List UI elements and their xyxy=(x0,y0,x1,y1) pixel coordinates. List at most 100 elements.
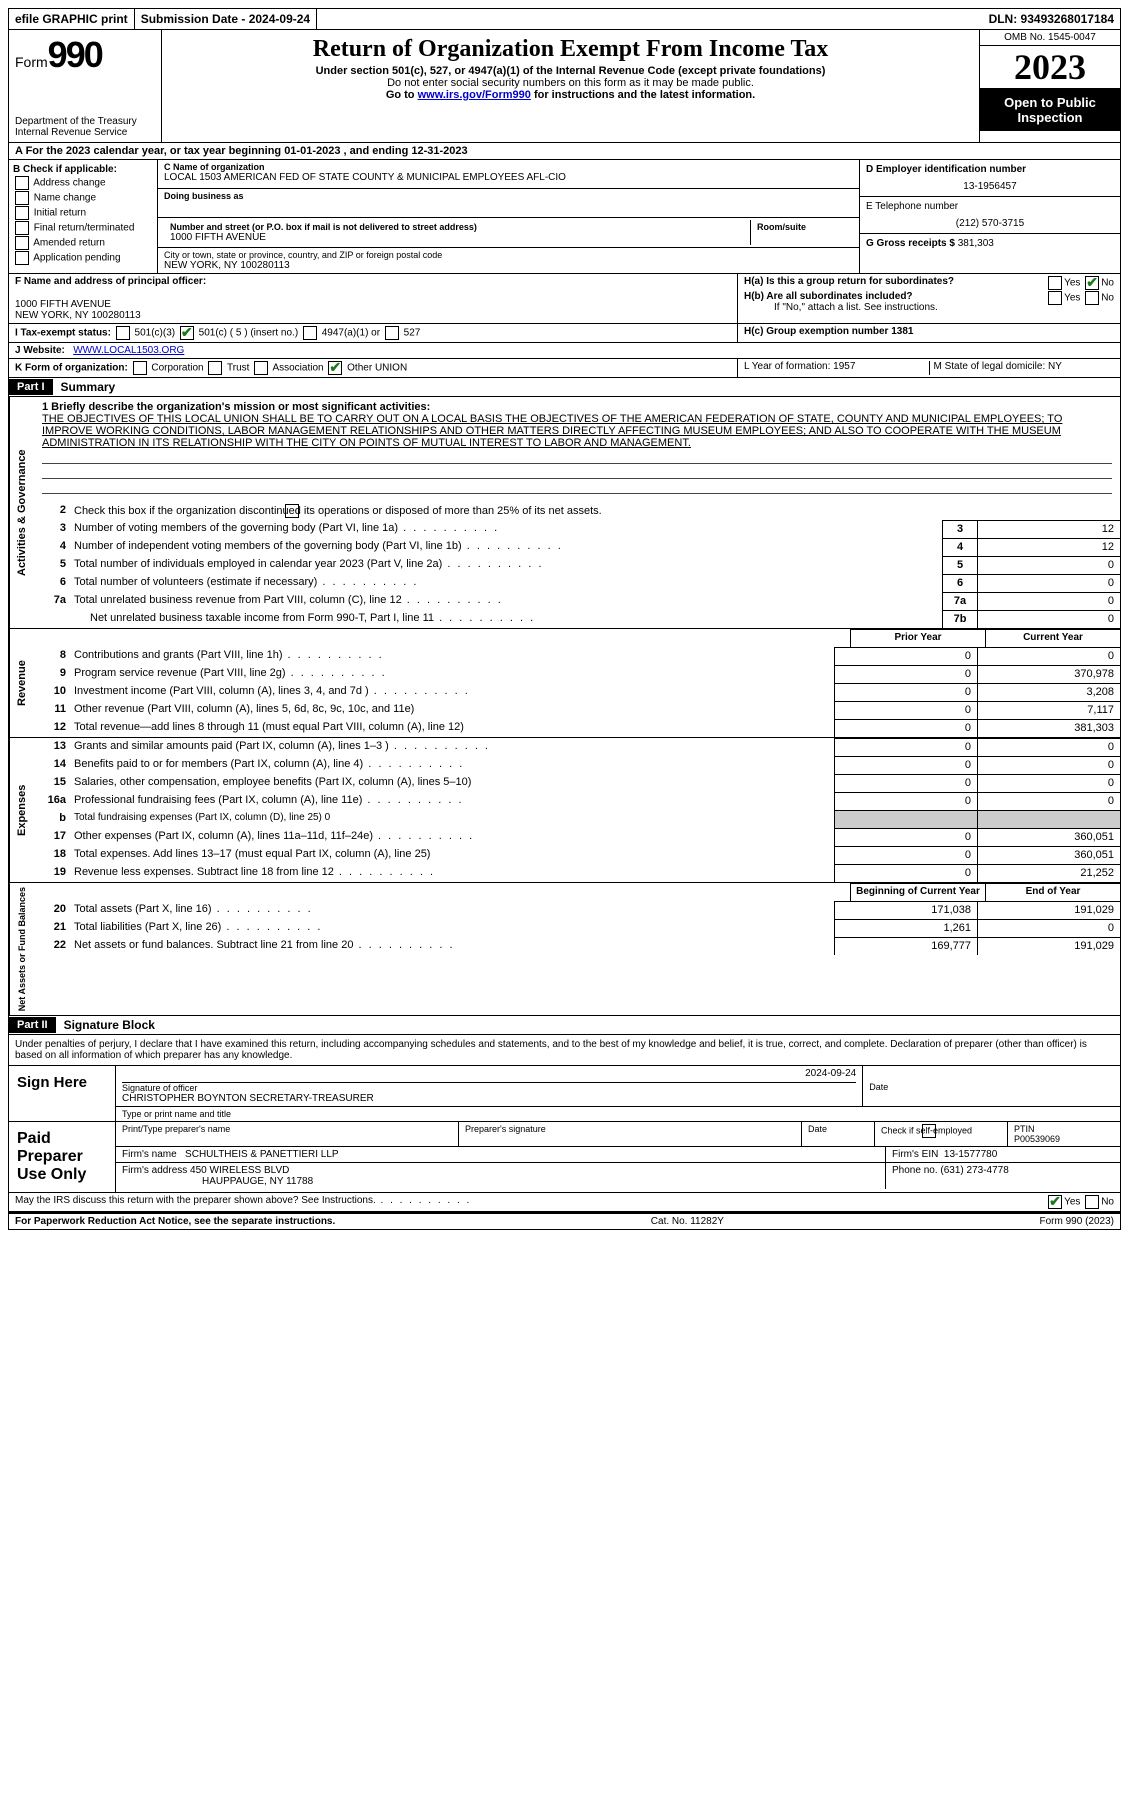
ha-no[interactable] xyxy=(1085,276,1099,290)
mission-label: 1 Briefly describe the organization's mi… xyxy=(42,401,1112,413)
check-4947[interactable] xyxy=(303,326,317,340)
line6-box: 6 xyxy=(942,574,977,592)
insert-no: ( 5 ) (insert no.) xyxy=(230,328,298,339)
city-state-zip: NEW YORK, NY 100280113 xyxy=(164,260,853,271)
line12-desc: Total revenue—add lines 8 through 11 (mu… xyxy=(70,719,834,737)
discuss-yes-text: Yes xyxy=(1064,1197,1080,1208)
preparer-label: Paid Preparer Use Only xyxy=(9,1122,116,1192)
check-assoc[interactable] xyxy=(254,361,268,375)
check-name-change[interactable] xyxy=(15,191,29,205)
discuss-no-text: No xyxy=(1101,1197,1114,1208)
room-label: Room/suite xyxy=(757,222,847,232)
addr-label: Number and street (or P.O. box if mail i… xyxy=(170,222,744,232)
omb-number: OMB No. 1545-0047 xyxy=(980,30,1120,46)
check-501c[interactable] xyxy=(180,326,194,340)
mission-text: THE OBJECTIVES OF THIS LOCAL UNION SHALL… xyxy=(42,413,1112,449)
beg-year-header: Beginning of Current Year xyxy=(850,883,985,901)
ha-yes[interactable] xyxy=(1048,276,1062,290)
gross-label: G Gross receipts $ xyxy=(866,238,955,249)
check-pending[interactable] xyxy=(15,251,29,265)
opt-final: Final return/terminated xyxy=(34,223,135,234)
firm-addr-label: Firm's address xyxy=(122,1165,187,1176)
opt-other: Other xyxy=(347,363,372,374)
ha-label: H(a) Is this a group return for subordin… xyxy=(744,276,954,287)
net-assets-section: Net Assets or Fund Balances Beginning of… xyxy=(8,883,1121,1016)
line2-desc: Check this box if the organization disco… xyxy=(74,505,602,517)
line14-curr: 0 xyxy=(977,756,1120,774)
subtitle-1: Under section 501(c), 527, or 4947(a)(1)… xyxy=(166,65,975,77)
expenses-section: Expenses 13Grants and similar amounts pa… xyxy=(8,738,1121,883)
self-emp-check[interactable] xyxy=(922,1124,936,1138)
ein-value: 13-1956457 xyxy=(866,181,1114,192)
revenue-section: Revenue Prior YearCurrent Year 8Contribu… xyxy=(8,629,1121,738)
yes-text: Yes xyxy=(1064,278,1080,289)
tel-label: E Telephone number xyxy=(866,201,1114,212)
line9-desc: Program service revenue (Part VIII, line… xyxy=(70,665,834,683)
line18-curr: 360,051 xyxy=(977,846,1120,864)
line15-curr: 0 xyxy=(977,774,1120,792)
check-initial[interactable] xyxy=(15,206,29,220)
yes-text2: Yes xyxy=(1064,293,1080,304)
state-domicile: M State of legal domicile: NY xyxy=(930,361,1115,375)
discuss-no[interactable] xyxy=(1085,1195,1099,1209)
no-text2: No xyxy=(1101,293,1114,304)
check-address-change[interactable] xyxy=(15,176,29,190)
line17-prior: 0 xyxy=(834,828,977,846)
line15-prior: 0 xyxy=(834,774,977,792)
firm-ein-label: Firm's EIN xyxy=(892,1149,938,1160)
line20-curr: 191,029 xyxy=(977,901,1120,919)
top-bar: efile GRAPHIC print Submission Date - 20… xyxy=(8,8,1121,30)
check-final[interactable] xyxy=(15,221,29,235)
firm-addr1: 450 WIRELESS BLVD xyxy=(190,1165,289,1176)
opt-name: Name change xyxy=(34,193,96,204)
line16b-curr-shaded xyxy=(977,810,1120,828)
line3-box: 3 xyxy=(942,520,977,538)
end-year-header: End of Year xyxy=(985,883,1120,901)
irs-link[interactable]: www.irs.gov/Form990 xyxy=(418,89,531,101)
opt-corp: Corporation xyxy=(151,363,203,374)
check-amended[interactable] xyxy=(15,236,29,250)
line3-desc: Number of voting members of the governin… xyxy=(70,520,942,538)
tel-value: (212) 570-3715 xyxy=(866,218,1114,229)
line4-val: 12 xyxy=(977,538,1120,556)
blank-line xyxy=(42,464,1112,479)
line10-desc: Investment income (Part VIII, column (A)… xyxy=(70,683,834,701)
line2-check[interactable] xyxy=(285,504,299,518)
current-year-header: Current Year xyxy=(985,629,1120,647)
form-title: Return of Organization Exempt From Incom… xyxy=(166,36,975,63)
line20-desc: Total assets (Part X, line 16) xyxy=(70,901,834,919)
line11-prior: 0 xyxy=(834,701,977,719)
check-other[interactable] xyxy=(328,361,342,375)
discuss-row: May the IRS discuss this return with the… xyxy=(8,1193,1121,1212)
line7b-desc: Net unrelated business taxable income fr… xyxy=(70,610,942,628)
hb-yes[interactable] xyxy=(1048,291,1062,305)
discuss-yes[interactable] xyxy=(1048,1195,1062,1209)
sign-here-row: Sign Here 2024-09-24 Signature of office… xyxy=(8,1066,1121,1122)
gross-value: 381,303 xyxy=(958,238,994,249)
efile-label: efile GRAPHIC print xyxy=(9,9,135,29)
check-trust[interactable] xyxy=(208,361,222,375)
website-link[interactable]: WWW.LOCAL1503.ORG xyxy=(73,345,184,356)
hb-no[interactable] xyxy=(1085,291,1099,305)
hc-label: H(c) Group exemption number 1381 xyxy=(744,326,913,337)
subtitle-2: Do not enter social security numbers on … xyxy=(166,77,975,89)
line14-prior: 0 xyxy=(834,756,977,774)
officer-label: F Name and address of principal officer: xyxy=(15,276,731,287)
line16b-desc: Total fundraising expenses (Part IX, col… xyxy=(70,810,834,828)
check-corp[interactable] xyxy=(133,361,147,375)
check-501c3[interactable] xyxy=(116,326,130,340)
line4-box: 4 xyxy=(942,538,977,556)
line6-desc: Total number of volunteers (estimate if … xyxy=(70,574,942,592)
line14-desc: Benefits paid to or for members (Part IX… xyxy=(70,756,834,774)
line16a-desc: Professional fundraising fees (Part IX, … xyxy=(70,792,834,810)
type-name-label: Type or print name and title xyxy=(116,1107,1120,1121)
sign-here-label: Sign Here xyxy=(9,1066,116,1121)
line21-prior: 1,261 xyxy=(834,919,977,937)
check-527[interactable] xyxy=(385,326,399,340)
form-label: Form xyxy=(15,54,48,70)
sign-date: 2024-09-24 xyxy=(122,1068,856,1083)
line11-curr: 7,117 xyxy=(977,701,1120,719)
org-name: LOCAL 1503 AMERICAN FED OF STATE COUNTY … xyxy=(164,172,853,183)
line18-prior: 0 xyxy=(834,846,977,864)
line21-desc: Total liabilities (Part X, line 26) xyxy=(70,919,834,937)
